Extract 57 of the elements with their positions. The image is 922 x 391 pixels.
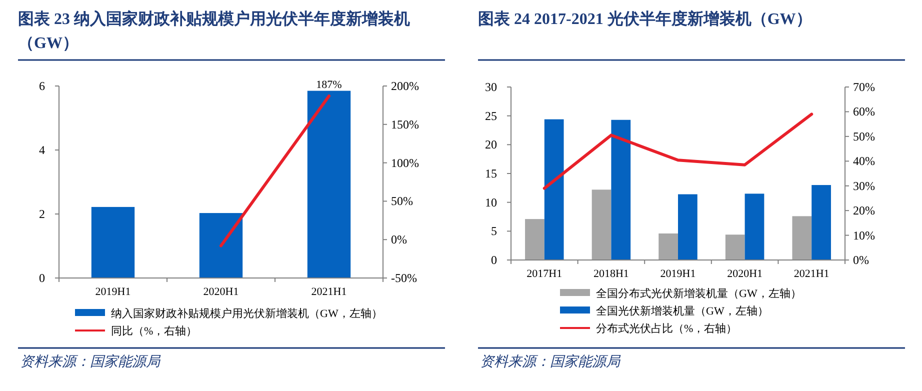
line-series — [542, 112, 814, 190]
y-tick-label: 15 — [485, 166, 497, 180]
text: 资料来源：国家能源局 — [480, 354, 621, 370]
bar — [812, 185, 831, 260]
legend-label: 全国分布式光伏新增装机量（GW，左轴） — [596, 287, 802, 300]
bar — [307, 90, 351, 278]
y2-tick-label: 150% — [391, 117, 419, 132]
bar — [658, 233, 678, 260]
x-tick-label: 2017H1 — [526, 268, 562, 280]
bar — [544, 119, 564, 260]
text: 资料来源：国家能源局 — [20, 354, 161, 370]
y2-tick-label: 50% — [391, 194, 413, 208]
x-tick-label: 2019H1 — [95, 286, 131, 298]
y2-tick-label: -50% — [391, 271, 417, 285]
x-tick-label: 2019H1 — [660, 268, 696, 280]
y2-tick-label: 100% — [391, 156, 419, 170]
x-tick-label: 2021H1 — [311, 286, 347, 298]
y-tick-label: 0 — [39, 271, 45, 285]
chart-title: 图表 24 2017-2021 光伏半年度新增装机（GW） — [478, 9, 812, 28]
y-tick-label: 0 — [491, 253, 497, 267]
y-tick-label: 30 — [485, 80, 497, 94]
y2-tick-label: 30% — [853, 178, 875, 193]
bar — [525, 219, 544, 260]
y-tick-label: 20 — [485, 138, 497, 152]
y2-tick-label: 20% — [853, 204, 875, 218]
chart-title: 图表 23 纳入国家财政补贴规模户用光伏半年度新增装机（GW） — [18, 9, 410, 52]
y-tick-label: 10 — [485, 195, 497, 210]
bar — [91, 206, 135, 278]
bar — [592, 190, 612, 260]
y2-tick-label: 70% — [853, 80, 875, 94]
bar — [611, 120, 631, 260]
legend-label: 纳入国家财政补贴规模户用光伏新增装机（GW，左轴） — [111, 307, 382, 320]
x-tick-label: 2018H1 — [593, 268, 629, 280]
y2-tick-label: 50% — [853, 129, 875, 144]
y-tick-label: 5 — [491, 224, 497, 238]
bar — [678, 194, 698, 260]
y2-tick-label: 200% — [391, 79, 419, 93]
legend-label: 分布式光伏占比（%，右轴） — [596, 322, 738, 335]
bar — [744, 194, 764, 260]
y-tick-label: 25 — [485, 108, 497, 123]
x-tick-label: 2020H1 — [727, 268, 763, 280]
y2-tick-label: 60% — [853, 104, 875, 119]
x-tick-label: 2020H1 — [203, 286, 239, 298]
y2-tick-label: 0% — [391, 232, 407, 247]
y-tick-label: 6 — [39, 79, 45, 93]
x-tick-label: 2021H1 — [794, 268, 830, 280]
y2-tick-label: 10% — [853, 228, 875, 242]
data-label: 187% — [316, 78, 342, 91]
y-tick-label: 2 — [39, 207, 45, 221]
bar — [725, 234, 745, 260]
bar — [199, 213, 243, 278]
legend-label: 全国光伏新增装机量（GW，左轴） — [596, 304, 768, 318]
y2-tick-label: 40% — [853, 154, 875, 168]
y2-tick-label: 0% — [853, 253, 869, 267]
legend-label: 同比（%，右轴） — [111, 324, 198, 338]
bar — [792, 216, 812, 260]
y-tick-label: 4 — [39, 143, 45, 157]
